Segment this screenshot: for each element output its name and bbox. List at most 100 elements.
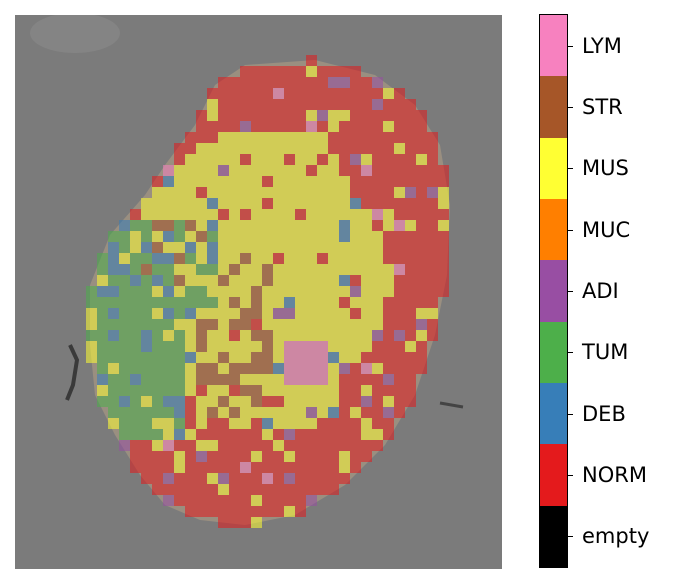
class-tile [339,242,350,253]
class-tile [317,418,328,429]
class-tile [383,220,394,231]
class-tile [317,407,328,418]
class-tile [394,198,405,209]
class-tile [229,440,240,451]
class-tile [163,264,174,275]
class-tile [361,385,372,396]
class-tile [174,209,185,220]
class-tile [218,352,229,363]
class-tile [339,77,350,88]
class-tile [163,484,174,495]
class-tile [251,517,262,528]
class-tile [240,429,251,440]
class-tile [218,451,229,462]
class-tile [339,451,350,462]
class-tile [251,220,262,231]
class-tile [284,154,295,165]
class-tile [185,286,196,297]
class-tile [229,187,240,198]
class-tile [394,242,405,253]
class-tile [372,341,383,352]
class-tile [416,363,427,374]
class-tile [383,88,394,99]
class-tile [218,495,229,506]
class-tile [97,341,108,352]
class-tile [350,143,361,154]
class-tile [339,418,350,429]
class-tile [185,209,196,220]
class-tile [108,264,119,275]
class-tile [394,154,405,165]
class-tile [284,132,295,143]
class-tile [361,451,372,462]
class-tile [273,154,284,165]
class-tile [273,385,284,396]
class-tile [372,330,383,341]
class-tile [240,88,251,99]
class-tile [284,165,295,176]
class-tile [328,308,339,319]
class-tile [394,286,405,297]
class-tile [174,374,185,385]
class-tile [207,396,218,407]
class-tile [229,506,240,517]
class-tile [383,407,394,418]
class-tile [196,506,207,517]
class-tile [372,418,383,429]
class-tile [339,253,350,264]
class-tile [163,440,174,451]
class-tile [361,253,372,264]
class-tile [152,220,163,231]
class-tile [229,99,240,110]
class-tile [207,121,218,132]
class-tile [130,330,141,341]
class-tile [240,253,251,264]
colorbar-label: TUM [582,340,629,365]
class-tile [218,99,229,110]
class-tile [317,77,328,88]
class-tile [229,286,240,297]
class-tile [306,495,317,506]
class-tile [317,99,328,110]
class-tile [306,396,317,407]
class-tile [262,242,273,253]
class-tile [350,77,361,88]
class-tile [207,407,218,418]
class-tile [185,506,196,517]
class-tile [416,165,427,176]
class-tile [174,198,185,209]
class-tile [295,473,306,484]
class-tile [240,374,251,385]
class-tile [405,308,416,319]
class-tile [317,209,328,220]
class-tile [196,352,207,363]
class-tile [251,198,262,209]
colorbar-label: MUC [582,217,631,242]
class-tile [163,275,174,286]
class-tile [262,407,273,418]
class-tile [339,154,350,165]
class-tile [108,231,119,242]
class-tile [119,363,130,374]
class-tile [163,495,174,506]
class-tile [163,341,174,352]
class-tile [218,385,229,396]
class-tile [207,495,218,506]
class-tile [108,297,119,308]
class-tile [196,176,207,187]
class-tile [130,385,141,396]
class-tile [361,231,372,242]
class-tile [218,462,229,473]
class-tile [229,88,240,99]
class-tile [152,429,163,440]
class-tile [152,363,163,374]
class-tile [328,220,339,231]
class-tile [361,110,372,121]
class-tile [372,110,383,121]
class-tile [108,341,119,352]
class-tile [339,110,350,121]
class-tile [317,330,328,341]
class-tile [229,396,240,407]
class-tile [174,165,185,176]
class-tile [262,319,273,330]
